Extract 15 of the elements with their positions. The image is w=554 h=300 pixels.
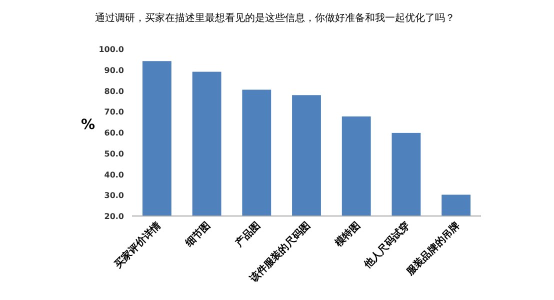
- y-tick-label: 30.0: [104, 191, 124, 200]
- y-tick-label: 40.0: [104, 170, 124, 180]
- x-tick-label: 模特图: [332, 220, 362, 250]
- y-tick-label: 80.0: [104, 86, 124, 96]
- chart-title: 通过调研，买家在描述里最想看见的是这些信息，你做好准备和我一起优化了吗？: [95, 12, 455, 24]
- y-tick-label: 90.0: [104, 66, 124, 75]
- x-tick-label: 产品图: [232, 220, 263, 250]
- y-tick-label: 70.0: [104, 108, 124, 117]
- x-tick-label: 买家评价详情: [112, 220, 164, 271]
- y-axis-title: %: [80, 117, 96, 133]
- y-tick-label: 60.0: [104, 128, 124, 138]
- y-tick-label: 20.0: [104, 212, 124, 221]
- y-tick-label: 50.0: [104, 149, 124, 158]
- x-tick-label: 细节图: [182, 220, 213, 250]
- y-tick-label: 100.0: [98, 45, 124, 54]
